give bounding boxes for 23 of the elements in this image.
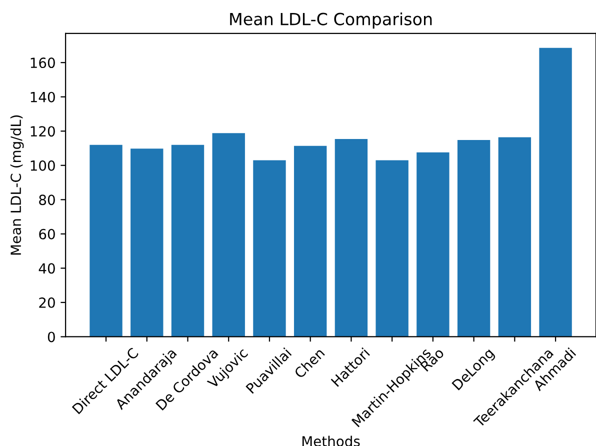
y-tick-label: 160 — [30, 58, 55, 68]
bar — [90, 144, 122, 337]
y-axis-title: Mean LDL-C (mg/dL) — [10, 115, 24, 255]
chart-title: Mean LDL-C Comparison — [230, 12, 432, 29]
bar — [376, 160, 408, 337]
bar — [212, 133, 245, 337]
bar — [416, 152, 450, 337]
bar — [498, 137, 532, 337]
y-tick-label: 20 — [39, 297, 55, 308]
y-tick-label: 60 — [39, 228, 55, 240]
bar — [130, 148, 164, 337]
y-tick-label: 100 — [30, 160, 55, 171]
bar — [539, 48, 572, 337]
y-tick-label: 40 — [38, 263, 55, 274]
bar — [171, 144, 204, 337]
bar — [457, 140, 490, 337]
y-tick-label: 120 — [30, 126, 55, 137]
bar — [253, 160, 286, 337]
bar — [334, 139, 368, 337]
y-tick-label: 80 — [39, 194, 55, 206]
y-tick-label: 140 — [30, 92, 55, 102]
y-tick-label: 0 — [48, 332, 55, 342]
bar — [294, 146, 327, 337]
